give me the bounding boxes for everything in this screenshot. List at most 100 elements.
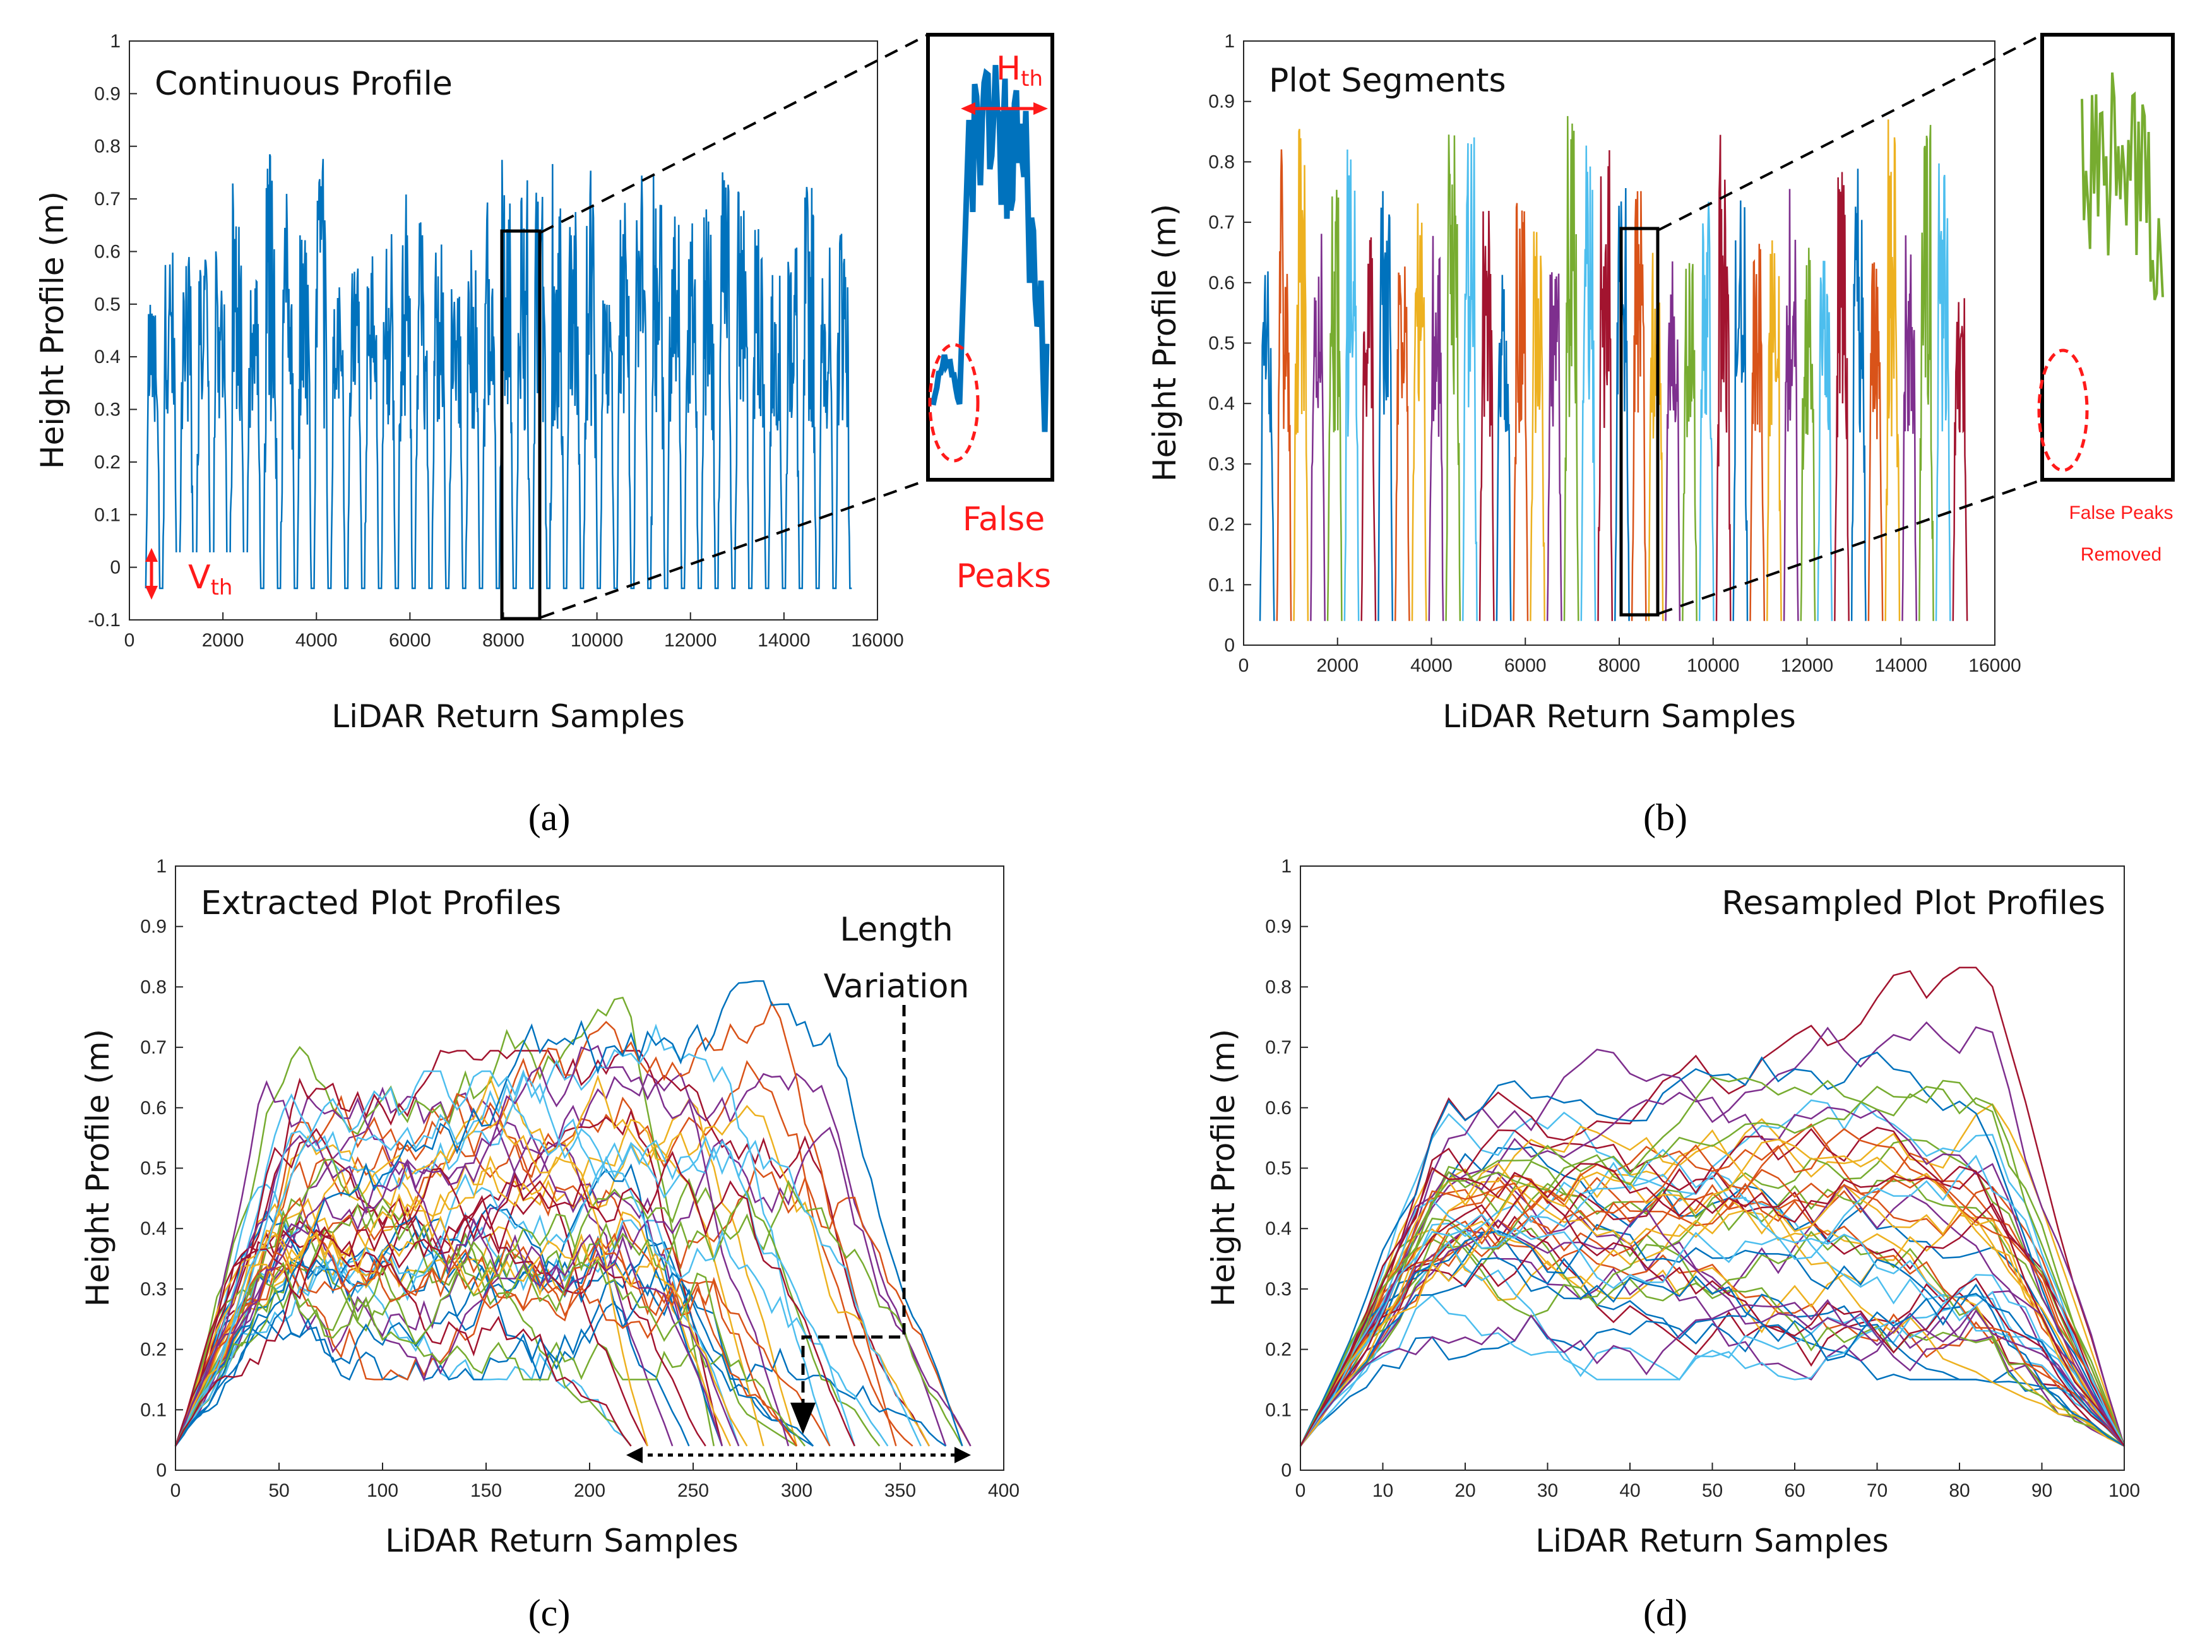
plot-segment-line (1597, 150, 1614, 621)
panel-b-xlabel: LiDAR Return Samples (1442, 698, 1796, 735)
panel-a-ytick-label: 0.5 (94, 294, 121, 315)
plot-segment-line (1276, 149, 1292, 621)
panel-d-y-ticks: 0 0.1 0.2 0.3 0.4 0.5 0.6 0.7 0.8 0.9 1 (1265, 856, 1308, 1481)
panel-d-ytick-label: 0.7 (1265, 1037, 1292, 1058)
panel-a-ytick-label: 0.4 (94, 347, 121, 367)
removed-peaks-ellipse (2037, 348, 2089, 472)
extracted-profile-line (174, 1127, 706, 1447)
extracted-profile-line (174, 1093, 972, 1447)
panel-d-ytick-label: 0.8 (1265, 977, 1292, 997)
plot-segment-line (1682, 263, 1698, 621)
panel-b-zoom-box (1619, 227, 1660, 617)
resampled-profile-line (1300, 1138, 2125, 1447)
length-variation-label-2: Variation (824, 968, 970, 1006)
resampled-profile-line (1299, 1169, 2125, 1447)
panel-b-xtick-label: 6000 (1504, 655, 1547, 676)
panel-b-xtick-label: 8000 (1598, 655, 1641, 676)
panel-d-xtick-label: 50 (1702, 1480, 1723, 1501)
extracted-profile-line (174, 1160, 723, 1447)
extracted-profile-line (174, 1228, 632, 1447)
vth-subscript: th (211, 575, 233, 600)
panel-b-xtick-label: 4000 (1410, 655, 1453, 676)
panel-c-ytick-label: 0.6 (140, 1098, 167, 1119)
plot-segment-line (1715, 134, 1732, 621)
panel-d-xtick-label: 70 (1867, 1480, 1888, 1501)
length-variation-label-1: Length (840, 911, 953, 949)
panel-a-ytick-label: 0 (110, 557, 121, 578)
panel-d-title: Resampled Plot Profiles (1721, 884, 2105, 922)
extracted-profile-line (174, 1126, 972, 1447)
panel-a-x-ticks: 0 2000 4000 6000 8000 10000 12000 14000 16000 (124, 612, 904, 651)
panel-a-xtick-label: 4000 (295, 630, 338, 651)
panel-d-data-lines (1299, 966, 2126, 1447)
resampled-profile-line (1299, 1214, 2126, 1447)
resampled-profile-line (1299, 1085, 2126, 1447)
panel-c-xtick-label: 150 (470, 1480, 502, 1501)
panel-a-ytick-label: -0.1 (88, 610, 121, 631)
extracted-profile-line (174, 1203, 946, 1447)
extracted-profile-line (174, 1050, 930, 1447)
panel-c-ytick-label: 0.3 (140, 1279, 167, 1300)
panel-d-x-ticks: 0 10 20 30 40 50 60 70 80 90 100 (1295, 1463, 2140, 1501)
panel-d-ytick-label: 0.3 (1265, 1279, 1292, 1300)
length-variation-arrowhead (790, 1403, 816, 1434)
resampled-profile-line (1299, 1123, 2126, 1447)
plot-segment-line (1901, 235, 1918, 621)
plot-segment-line (1850, 169, 1867, 621)
panel-b-xtick-label: 2000 (1316, 655, 1359, 676)
panel-c-x-ticks: 0 50 100 150 200 250 300 350 400 (170, 1463, 1020, 1501)
extracted-profile-line (174, 1264, 632, 1447)
panel-b-data-lines (1259, 116, 1968, 621)
panel-d-xtick-label: 0 (1295, 1480, 1306, 1501)
panel-b: 0 0.1 0.2 0.3 0.4 0.5 0.6 0.7 0.8 0.9 1 0 2000 4000 6… (1146, 31, 2175, 838)
panel-d-xtick-label: 100 (2108, 1480, 2140, 1501)
inset-profile-line (930, 64, 1050, 432)
length-variation-leader (801, 1005, 906, 1405)
false-peaks-label-1: False (963, 501, 1045, 538)
plot-segment-line (1749, 244, 1766, 621)
panel-b-xtick-label: 12000 (1781, 655, 1833, 676)
panel-a-xtick-label: 2000 (202, 630, 244, 651)
extracted-profile-line (174, 1241, 814, 1447)
resampled-profile-line (1300, 1182, 2125, 1447)
plot-segment-line (1800, 247, 1816, 621)
panel-c-xtick-label: 350 (884, 1480, 916, 1501)
resampled-profile-line (1299, 1021, 2126, 1447)
panel-c-title: Extracted Plot Profiles (201, 884, 561, 922)
panel-c-xtick-label: 300 (781, 1480, 812, 1501)
resampled-profile-line (1299, 966, 2126, 1447)
panel-d-xtick-label: 80 (1949, 1480, 1970, 1501)
extracted-profile-line (174, 1108, 723, 1447)
extracted-profile-line (174, 1178, 963, 1447)
panel-a-xtick-label: 0 (124, 630, 135, 651)
plot-segment-line (1665, 261, 1681, 621)
extracted-profile-line (174, 1079, 674, 1447)
panel-b-x-ticks: 0 2000 4000 6000 8000 10000 12000 14000 16000 (1239, 638, 2021, 676)
resampled-profile-line (1299, 1091, 2126, 1447)
panel-c-xlabel: LiDAR Return Samples (385, 1523, 739, 1559)
panel-d-caption: (d) (1643, 1592, 1687, 1634)
resampled-profile-line (1299, 1240, 2125, 1447)
extracted-profile-line (174, 1150, 855, 1447)
panel-a-ytick-label: 0.6 (94, 241, 121, 262)
panel-d-ylabel: Height Profile (m) (1205, 1029, 1242, 1307)
panel-b-ytick-label: 0.3 (1208, 454, 1235, 475)
plot-segment-line (1817, 261, 1833, 621)
panel-d-ytick-label: 0.2 (1265, 1340, 1292, 1360)
plot-segment-line (1394, 266, 1410, 621)
plot-segment-line (1648, 251, 1664, 621)
resampled-profile-line (1299, 1298, 2125, 1447)
extracted-profile-line (174, 996, 715, 1447)
panel-a-inset: Hth (926, 33, 1054, 482)
plot-segment-line (1563, 116, 1579, 621)
panel-c: 0 0.1 0.2 0.3 0.4 0.5 0.6 0.7 0.8 0.9 1 0 50 100 150 2… (80, 856, 1020, 1634)
panel-b-ytick-label: 0.8 (1208, 152, 1235, 172)
panel-a-ytick-label: 0.2 (94, 452, 121, 473)
panel-b-ytick-label: 0.5 (1208, 333, 1235, 354)
plot-segment-line (1360, 237, 1377, 621)
panel-c-xtick-label: 100 (367, 1480, 398, 1501)
panel-d-ytick-label: 1 (1281, 856, 1292, 877)
hth-subscript: th (1021, 66, 1043, 92)
panel-a-zoom-box (500, 229, 542, 621)
